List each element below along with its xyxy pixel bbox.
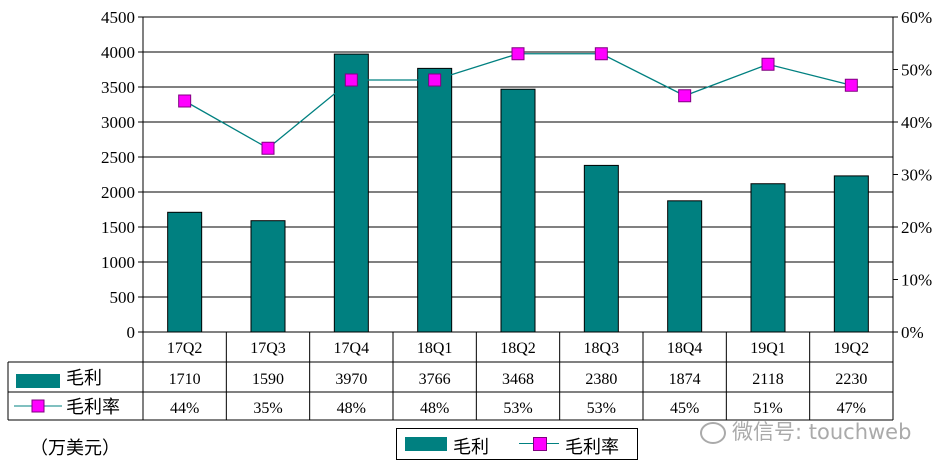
left-tick-label: 1500: [101, 218, 135, 237]
line-marker: [761, 57, 775, 71]
line-marker: [178, 94, 192, 108]
line-series: [178, 47, 858, 155]
bar: [583, 164, 619, 333]
table-bar-swatch: [16, 374, 60, 388]
table-cell-value: 47%: [837, 400, 866, 417]
legend-marker-swatch: [533, 437, 547, 451]
table-cell-value: 3468: [502, 371, 534, 388]
unit-label: （万美元）: [30, 438, 120, 459]
table-cell-value: 53%: [587, 400, 616, 417]
category-label: 18Q4: [667, 340, 703, 357]
bar-series: [167, 53, 869, 333]
line-marker: [428, 73, 442, 87]
table-cell-value: 2118: [752, 371, 783, 388]
watermark-text: 微信号: touchweb: [732, 420, 912, 444]
table-cell-value: 45%: [670, 400, 699, 417]
left-tick-label: 500: [110, 288, 136, 307]
left-tick-label: 0: [127, 323, 136, 342]
legend-bar-label: 毛利: [453, 437, 489, 458]
table-cell-value: 3970: [335, 371, 367, 388]
category-label: 18Q1: [417, 340, 453, 357]
bar: [667, 200, 703, 333]
category-label: 17Q4: [334, 340, 370, 357]
table-cell-value: 1590: [252, 371, 284, 388]
bar: [833, 175, 869, 333]
legend-line-label: 毛利率: [565, 437, 619, 458]
bar: [333, 53, 369, 333]
left-tick-label: 2500: [101, 148, 135, 167]
bar: [167, 211, 203, 333]
table-cell-value: 2230: [835, 371, 867, 388]
category-label: 18Q3: [584, 340, 620, 357]
left-tick-label: 3500: [101, 78, 135, 97]
table-cell-value: 48%: [337, 400, 366, 417]
category-label: 19Q2: [834, 340, 870, 357]
line-marker: [344, 73, 358, 87]
right-tick-label: 20%: [901, 218, 932, 237]
left-tick-label: 1000: [101, 253, 135, 272]
table-row-label: 毛利: [66, 368, 102, 389]
right-tick-label: 50%: [901, 61, 932, 80]
table-marker-swatch: [31, 399, 45, 413]
bar: [417, 67, 453, 333]
right-tick-label: 10%: [901, 271, 932, 290]
table-cell-value: 1874: [669, 371, 701, 388]
line-marker: [844, 78, 858, 92]
right-tick-label: 40%: [901, 113, 932, 132]
table-cell-value: 51%: [753, 400, 782, 417]
legend-bar-swatch: [405, 437, 447, 451]
category-label: 17Q2: [167, 340, 203, 357]
right-tick-label: 60%: [901, 8, 932, 27]
line-marker: [511, 47, 525, 61]
table-cell-value: 1710: [169, 371, 201, 388]
wechat-icon: [700, 422, 726, 444]
table-cell-value: 3766: [419, 371, 451, 388]
data-table: 17Q2 17Q3 17Q4 18Q1 18Q2 18Q3 18Q4 19Q1 19Q2 毛利 17…: [7, 331, 894, 421]
left-axis-ticks: 0 500 1000 1500 2000 2500 3000 3500 4000 4500: [101, 8, 143, 342]
table-cell-value: 35%: [253, 400, 282, 417]
line-marker: [261, 141, 275, 155]
right-tick-label: 0%: [901, 323, 924, 342]
right-axis-ticks: 0% 10% 20% 30% 40% 50% 60%: [893, 8, 932, 342]
left-tick-label: 3000: [101, 113, 135, 132]
legend: 毛利 毛利率: [396, 428, 638, 460]
table-row-label: 毛利率: [66, 397, 120, 418]
category-label: 17Q3: [250, 340, 286, 357]
left-tick-label: 4500: [101, 8, 135, 27]
bar: [250, 220, 286, 333]
table-cell-value: 48%: [420, 400, 449, 417]
line-marker: [594, 47, 608, 61]
category-label: 18Q2: [500, 340, 536, 357]
right-tick-label: 30%: [901, 166, 932, 185]
bar: [750, 183, 786, 333]
left-tick-label: 4000: [101, 43, 135, 62]
table-cell-value: 2380: [585, 371, 617, 388]
watermark: 微信号: touchweb: [700, 416, 911, 446]
table-cell-value: 53%: [503, 400, 532, 417]
bar: [500, 88, 536, 333]
category-label: 19Q1: [750, 340, 786, 357]
left-tick-label: 2000: [101, 183, 135, 202]
table-cell-value: 44%: [170, 400, 199, 417]
line-marker: [678, 89, 692, 103]
